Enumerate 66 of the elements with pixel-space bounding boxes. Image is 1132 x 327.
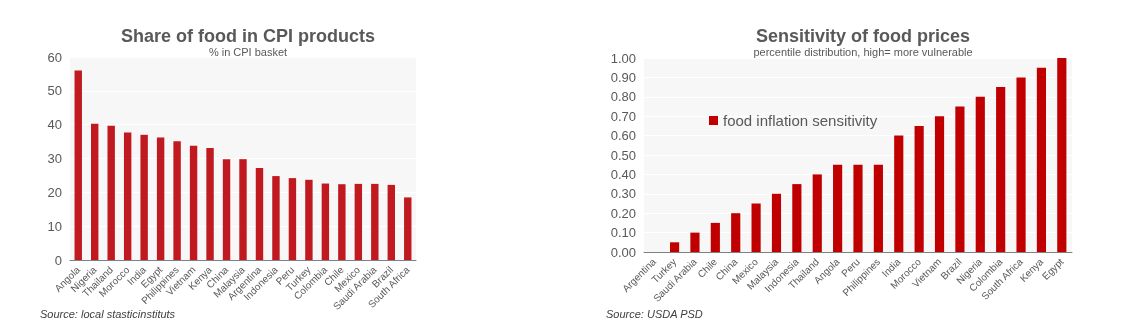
bar <box>173 141 181 260</box>
source-note: Source: local stasticinstituts <box>40 307 176 320</box>
y-tick-label: 20 <box>47 184 62 200</box>
y-tick-label: 0.90 <box>610 69 636 85</box>
y-tick-label: 0 <box>54 252 62 268</box>
bar <box>222 159 231 260</box>
bar <box>371 183 379 260</box>
y-tick-label: 30 <box>47 151 62 166</box>
bar <box>305 179 313 260</box>
bar <box>156 137 165 260</box>
bar <box>996 87 1006 252</box>
bar <box>321 183 330 260</box>
bar <box>873 164 883 252</box>
bar <box>853 164 863 252</box>
bar <box>833 164 843 252</box>
bar <box>404 197 412 260</box>
bar <box>239 159 247 260</box>
bar <box>934 116 945 252</box>
bar <box>206 148 214 260</box>
bar <box>955 106 965 252</box>
bar <box>1036 67 1047 252</box>
y-tick-label: 10 <box>47 218 62 234</box>
y-tick-label: 50 <box>47 83 62 99</box>
source-note: Source: USDA PSD <box>606 307 703 320</box>
y-tick-label: 0.70 <box>610 108 636 124</box>
bar <box>812 174 822 252</box>
y-tick-label: 60 <box>47 49 62 65</box>
bar <box>74 70 82 260</box>
bar <box>255 167 264 260</box>
chart-title: Share of food in CPI products <box>120 26 376 46</box>
bar <box>914 125 924 252</box>
bar <box>792 184 802 252</box>
legend-label: food inflation sensitivity <box>723 112 878 129</box>
bar <box>354 183 363 260</box>
bar <box>669 242 680 252</box>
y-tick-label: 0.60 <box>610 128 636 144</box>
bar <box>338 184 346 260</box>
y-tick-label: 0.20 <box>610 205 636 221</box>
chart-title: Sensitivity of food prices <box>755 26 971 46</box>
bar <box>107 125 115 260</box>
bar <box>771 193 782 252</box>
bar <box>731 213 741 252</box>
bar <box>710 222 720 252</box>
bar <box>751 203 761 252</box>
chart-subtitle: % in CPI basket <box>208 45 288 58</box>
bar <box>272 176 280 260</box>
bar <box>690 232 700 252</box>
bar <box>123 132 132 260</box>
bar <box>894 135 904 252</box>
y-tick-label: 1.00 <box>610 50 636 66</box>
y-tick-label: 0.10 <box>610 225 636 241</box>
bar <box>140 134 148 260</box>
bar <box>288 178 297 260</box>
bar <box>189 145 198 260</box>
y-tick-label: 0.30 <box>610 186 636 202</box>
bar <box>1057 58 1067 252</box>
y-tick-label: 0.50 <box>610 147 636 163</box>
y-tick-label: 0.40 <box>610 166 636 182</box>
bar <box>91 123 99 260</box>
y-tick-label: 0.00 <box>610 244 636 260</box>
y-tick-label: 0.80 <box>610 89 636 105</box>
bar <box>975 96 985 252</box>
y-tick-label: 40 <box>47 117 62 133</box>
bar <box>1016 77 1026 252</box>
chart-subtitle: percentile distribution, high= more vulnerable <box>753 45 973 58</box>
bar <box>387 184 395 260</box>
